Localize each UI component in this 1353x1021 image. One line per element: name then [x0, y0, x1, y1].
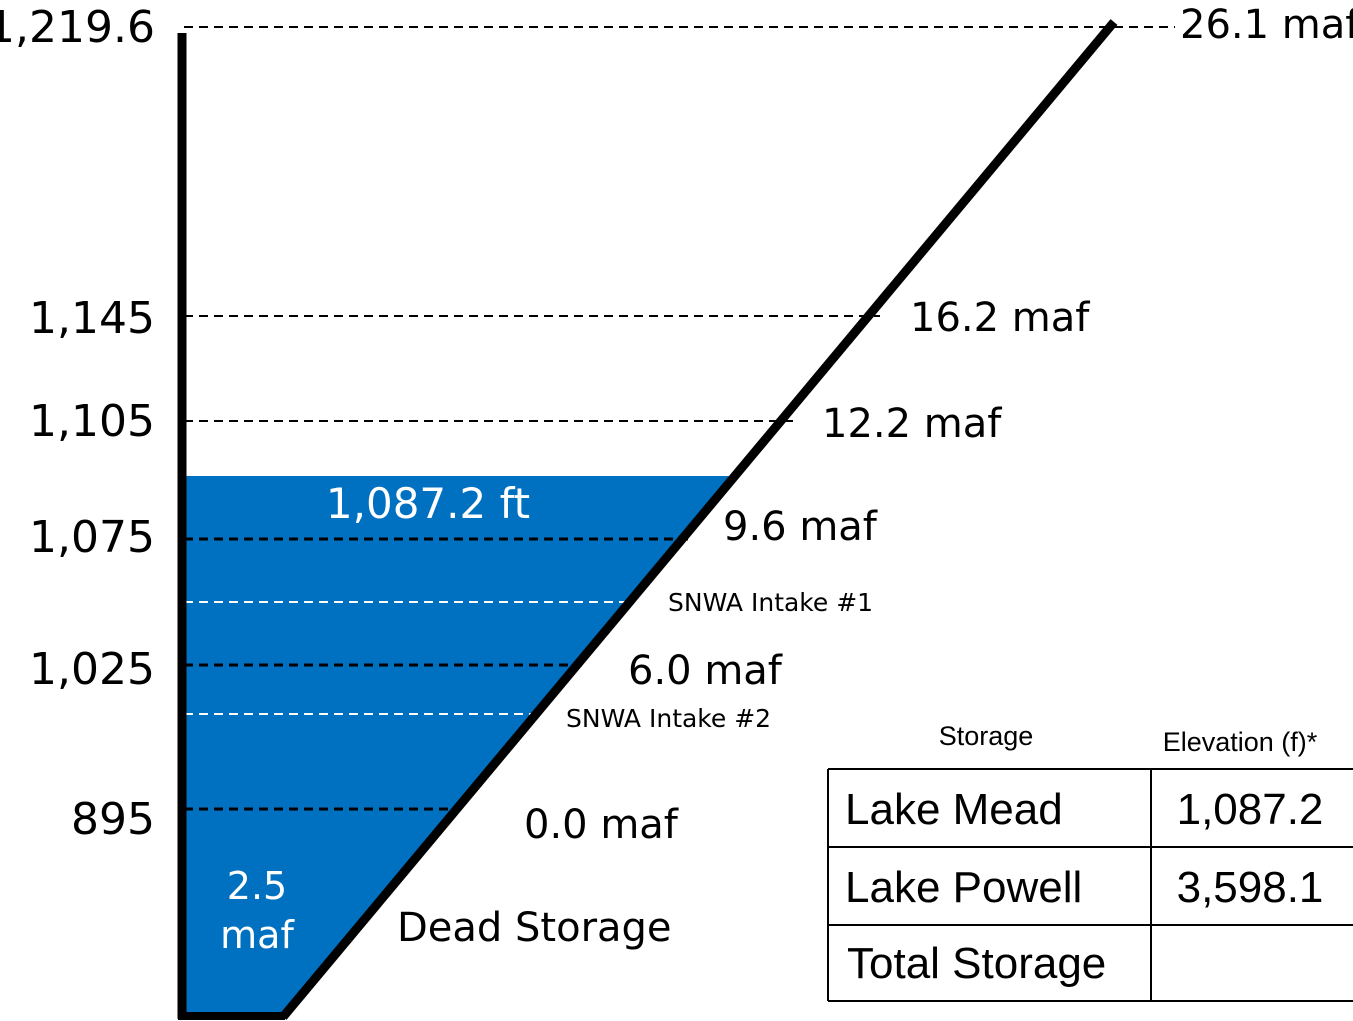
storage-label: 9.6 maf	[723, 504, 878, 550]
dead-pool-unit: maf	[220, 913, 295, 957]
table-cell-name: Lake Powell	[845, 863, 1082, 912]
storage-label: 16.2 maf	[910, 295, 1090, 341]
intake-label: SNWA Intake #2	[566, 704, 771, 733]
elevation-label: 1,219.6	[0, 2, 155, 53]
elevation-label: 1,025	[29, 644, 155, 695]
table-cell-value: 3,598.1	[1177, 863, 1324, 912]
storage-label: 26.1 maf	[1180, 2, 1353, 48]
water-fill	[182, 476, 734, 1017]
dam-slope	[279, 19, 1118, 1020]
elevation-label: 1,145	[29, 293, 155, 344]
storage-table	[827, 768, 1353, 1002]
table-header-storage: Storage	[939, 721, 1034, 751]
storage-label: 0.0 maf	[524, 802, 679, 848]
dead-pool-value: 2.5	[227, 864, 287, 908]
storage-label: 6.0 maf	[628, 648, 783, 694]
table-header-elevation: Elevation (f)*	[1163, 727, 1318, 757]
current-level-label: 1,087.2 ft	[326, 479, 530, 528]
elevation-label: 895	[71, 794, 155, 845]
table-cell-name: Total Storage	[847, 939, 1106, 988]
intake-label: SNWA Intake #1	[668, 588, 873, 617]
table-cell-value: 1,087.2	[1177, 785, 1324, 834]
elevation-label: 1,075	[29, 512, 155, 563]
storage-label: 12.2 maf	[822, 401, 1002, 447]
table-cell-name: Lake Mead	[845, 785, 1063, 834]
dead-storage-label: Dead Storage	[397, 905, 672, 951]
elevation-label: 1,105	[29, 396, 155, 447]
